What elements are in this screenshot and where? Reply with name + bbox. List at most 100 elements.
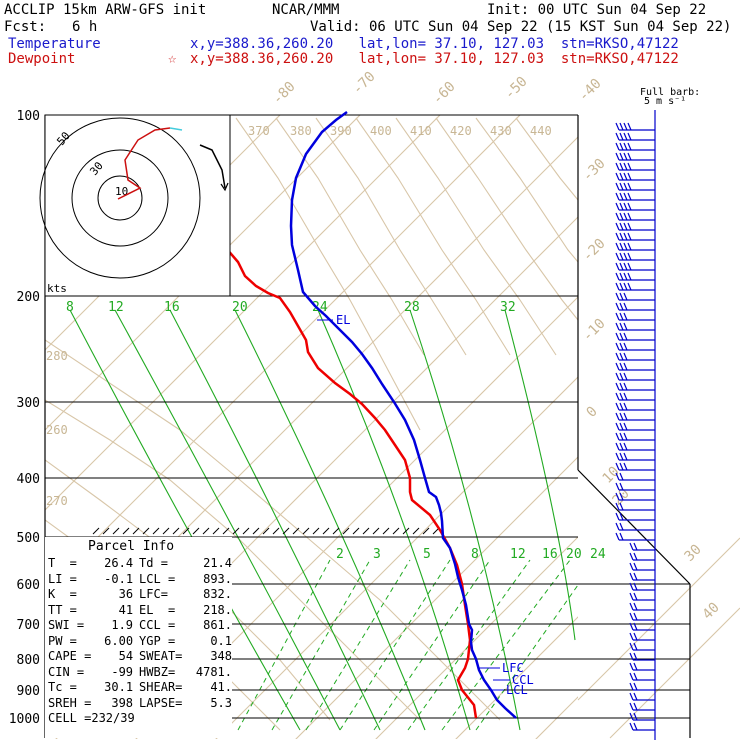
isotherm-label-30: 30 [682,542,705,565]
wind-barb [615,332,655,341]
parcel-cell: 26.4 [104,556,134,570]
pressure-label-200: 200 [17,290,40,305]
theta-label-260: 260 [46,423,68,437]
dewpoint-legend-label: Dewpoint [8,51,76,67]
wind-barb [629,612,655,621]
parcel-cell: SWEAT= [139,649,183,663]
wind-barb [615,452,655,461]
parcel-cell: 4781. [195,664,232,679]
valid-time: Valid: 06 UTC Sun 04 Sep 22 (15 KST Sun … [310,19,732,35]
wind-barb [615,362,655,371]
parcel-cell: Td = [139,556,168,570]
pressure-label-1000: 1000 [9,712,40,727]
parcel-row: LI = -0.1 LCL = 893. [48,572,232,588]
parcel-cell: 893. [203,571,232,586]
parcel-cell: LI = [48,571,77,586]
lfc-label: LFC [502,661,524,675]
wind-barb [629,652,655,661]
isotherm-label-m20: -20 [580,236,609,265]
wind-barb [629,692,655,701]
pressure-label-500: 500 [17,531,40,546]
parcel-cell: 0.1 [210,633,232,648]
theta-label-420: 420 [450,124,472,138]
fcst-value: 6 h [72,19,98,35]
wind-barb [615,492,655,501]
wind-barb [615,212,655,221]
isotherm-label-m30: -30 [580,156,609,185]
hodo-ring-10: 10 [115,185,128,198]
isotherm-label-m70: -70 [350,69,379,98]
wind-barb [615,512,655,521]
wind-barb [615,232,655,241]
parcel-cell: 30.1 [104,680,134,694]
parcel-cell: -99 [111,664,134,679]
wind-barb [615,312,655,321]
parcel-row: Tc = 30.1 SHEAR= 41. [48,680,232,696]
theta-label-400: 400 [370,124,392,138]
mixing-ratio-label-20b: 20 [566,547,582,562]
temperature-location-info: x,y=388.36,260.20 lat,lon= 37.10, 127.03… [190,36,679,52]
parcel-cell: 348 [210,649,232,663]
wind-barb [629,662,655,671]
isotherm-label-0: 0 [584,404,601,421]
freezing-hatch [92,527,440,535]
theta-label-370: 370 [248,124,270,138]
parcel-row: CIN = -99 HWBZ= 4781. [48,665,232,681]
parcel-cell: 6.00 [104,633,134,648]
wind-barb [615,392,655,401]
hodograph-trace-red [117,127,171,200]
moist-adiabats [237,559,578,731]
parcel-row: PW = 6.00 YGP = 0.1 [48,634,232,650]
parcel-cell: LAPSE= [139,695,183,710]
mixing-ratio-label-16b: 16 [542,547,558,562]
parcel-info-title: Parcel Info [88,539,175,554]
parcel-cell: 232/39 [91,711,135,725]
mixing-ratio-label-16: 16 [164,300,180,315]
hodograph-trace-black [199,144,226,189]
parcel-cell: -0.1 [104,571,134,586]
wind-barb [615,502,655,511]
wind-barb [615,172,655,181]
hodograph-trace-cyan [169,127,183,131]
wind-barb [615,532,655,541]
isotherm-label-m10: -10 [580,316,609,345]
el-label: EL [336,313,350,327]
hodograph-arrow-icon [220,182,229,192]
wind-barb [615,262,655,271]
mixing-ratio-label-5: 5 [423,547,431,562]
isotherm-label-40: 40 [700,600,723,623]
wind-barb [629,672,655,681]
hodograph [39,117,201,279]
lcl-label: LCL [506,683,528,697]
parcel-cell: CAPE = [48,649,92,663]
isotherm-label-10: 10 [600,464,623,487]
wind-barb [615,382,655,391]
parcel-info-background [45,537,232,738]
mixing-ratio-label-20: 20 [232,300,248,315]
parcel-cell: 5.3 [210,695,232,710]
wind-barb [615,342,655,351]
parcel-cell: K = [48,587,77,601]
mixing-ratio-labels-upper: 8 12 16 20 24 28 32 [66,300,516,315]
wind-barbs [615,122,655,731]
mixing-ratio-label-24b: 24 [590,547,606,562]
parcel-cell: TT = [48,602,77,617]
wind-barb [615,432,655,441]
ccl-label: CCL [512,673,534,687]
parcel-cell: Tc = [48,680,77,694]
dewpoint-location-info: x,y=388.36,260.20 lat,lon= 37.10, 127.03… [190,51,679,67]
mixing-ratio-label-28: 28 [404,300,420,315]
fcst-label: Fcst: [4,19,47,35]
parcel-row: TT = 41 EL = 218. [48,603,232,619]
mixing-ratio-label-12: 12 [108,300,124,315]
temperature-legend-label: Temperature [8,36,101,52]
parcel-cell: YGP = [139,633,176,648]
wind-barb [615,302,655,311]
wind-barb [615,482,655,491]
theta-label-430: 430 [490,124,512,138]
wind-barb [615,222,655,231]
parcel-cell: SWI = [48,618,85,632]
parcel-cell: 21.4 [203,556,232,570]
mixing-ratio-label-2: 2 [336,547,344,562]
parcel-cell: 41 [118,602,134,617]
